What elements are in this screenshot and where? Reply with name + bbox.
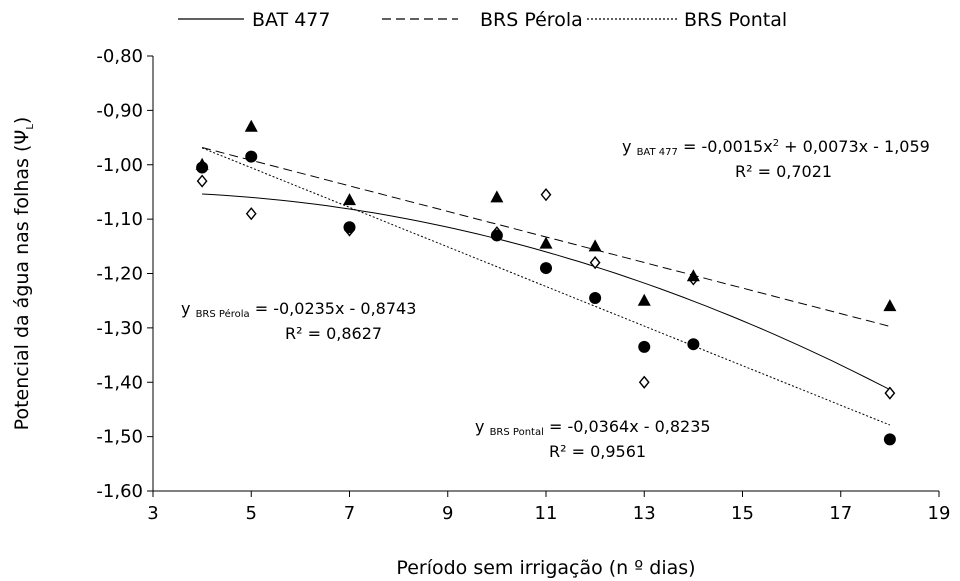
data-point-brs-p-rola: [638, 340, 651, 353]
x-tick-label: 15: [731, 503, 754, 524]
data-point-brs-pontal: [884, 386, 896, 400]
data-point-brs-p-rola: [540, 262, 552, 275]
x-tick-label: 11: [535, 503, 558, 524]
data-point-bat-477: [490, 190, 504, 203]
data-point-brs-p-rola: [883, 433, 896, 446]
y-tick-label: -1,50: [96, 427, 143, 448]
data-point-bat-477: [244, 119, 258, 132]
data-point-brs-pontal: [540, 188, 552, 202]
data-point-brs-pontal: [638, 375, 650, 389]
y-tick-label: -0,80: [96, 46, 143, 67]
data-point-brs-pontal: [196, 174, 208, 188]
data-point-brs-p-rola: [343, 221, 356, 234]
y-tick-label: -1,60: [96, 481, 143, 502]
data-point-bat-477: [195, 157, 209, 170]
data-point-brs-p-rola: [490, 229, 503, 242]
y-tick-label: -1,30: [96, 318, 143, 339]
data-points: [195, 119, 897, 446]
y-tick-label: -0,90: [96, 100, 143, 121]
legend-label: BAT 477: [252, 9, 330, 31]
data-point-brs-p-rola: [245, 150, 258, 163]
x-axis-label: Período sem irrigação (n º dias): [396, 557, 695, 579]
y-axis-label-subscript: L: [25, 124, 36, 130]
trend-line-bat-477: [202, 193, 891, 391]
x-tick-label: 13: [633, 503, 656, 524]
r-squared-value: R² = 0,7021: [735, 162, 832, 181]
y-tick-label: -1,20: [96, 264, 143, 285]
r-squared-value: R² = 0,8627: [285, 324, 382, 343]
x-tick-label: 19: [928, 503, 951, 524]
legend-label: BRS Pontal: [684, 9, 787, 31]
data-point-brs-pontal: [589, 256, 601, 270]
regression-equation: y BAT 477 = -0,0015x2 + 0,0073x - 1,059: [622, 137, 930, 158]
data-point-brs-p-rola: [589, 291, 602, 304]
y-tick-label: -1,00: [96, 155, 143, 176]
regression-equation: y BRS Pérola = -0,0235x - 0,8743: [181, 299, 416, 320]
x-tick-label: 7: [344, 503, 355, 524]
r-squared-value: R² = 0,9561: [549, 442, 646, 461]
x-tick-label: 3: [147, 503, 158, 524]
x-tick-label: 17: [829, 503, 852, 524]
legend-label: BRS Pérola: [480, 9, 583, 31]
data-point-bat-477: [343, 193, 356, 206]
y-axis-label: Potencial da água nas folhas (ΨL): [11, 117, 36, 431]
legend: BAT 477 BRS Pérola BRS Pontal: [178, 9, 787, 31]
data-point-brs-pontal: [245, 207, 257, 221]
trend-line-brs-pontal: [201, 147, 891, 426]
regression-equation: y BRS Pontal = -0,0364x - 0,8235: [475, 417, 711, 438]
y-tick-label: -1,40: [96, 372, 143, 393]
axes: -0,80 -0,90 -1,00 -1,10 -1,20 -1,30 -1,40 -1,50…: [96, 46, 950, 524]
data-point-bat-477: [637, 293, 651, 306]
x-tick-label: 5: [246, 503, 257, 524]
y-tick-label: -1,10: [96, 209, 143, 230]
x-tick-label: 9: [442, 503, 453, 524]
data-point-brs-p-rola: [687, 338, 700, 351]
equation-annotations: y BAT 477 = -0,0015x2 + 0,0073x - 1,059 R…: [181, 137, 930, 461]
data-point-bat-477: [883, 299, 897, 312]
data-point-bat-477: [686, 269, 700, 282]
data-point-bat-477: [539, 236, 553, 249]
data-point-bat-477: [588, 239, 602, 252]
